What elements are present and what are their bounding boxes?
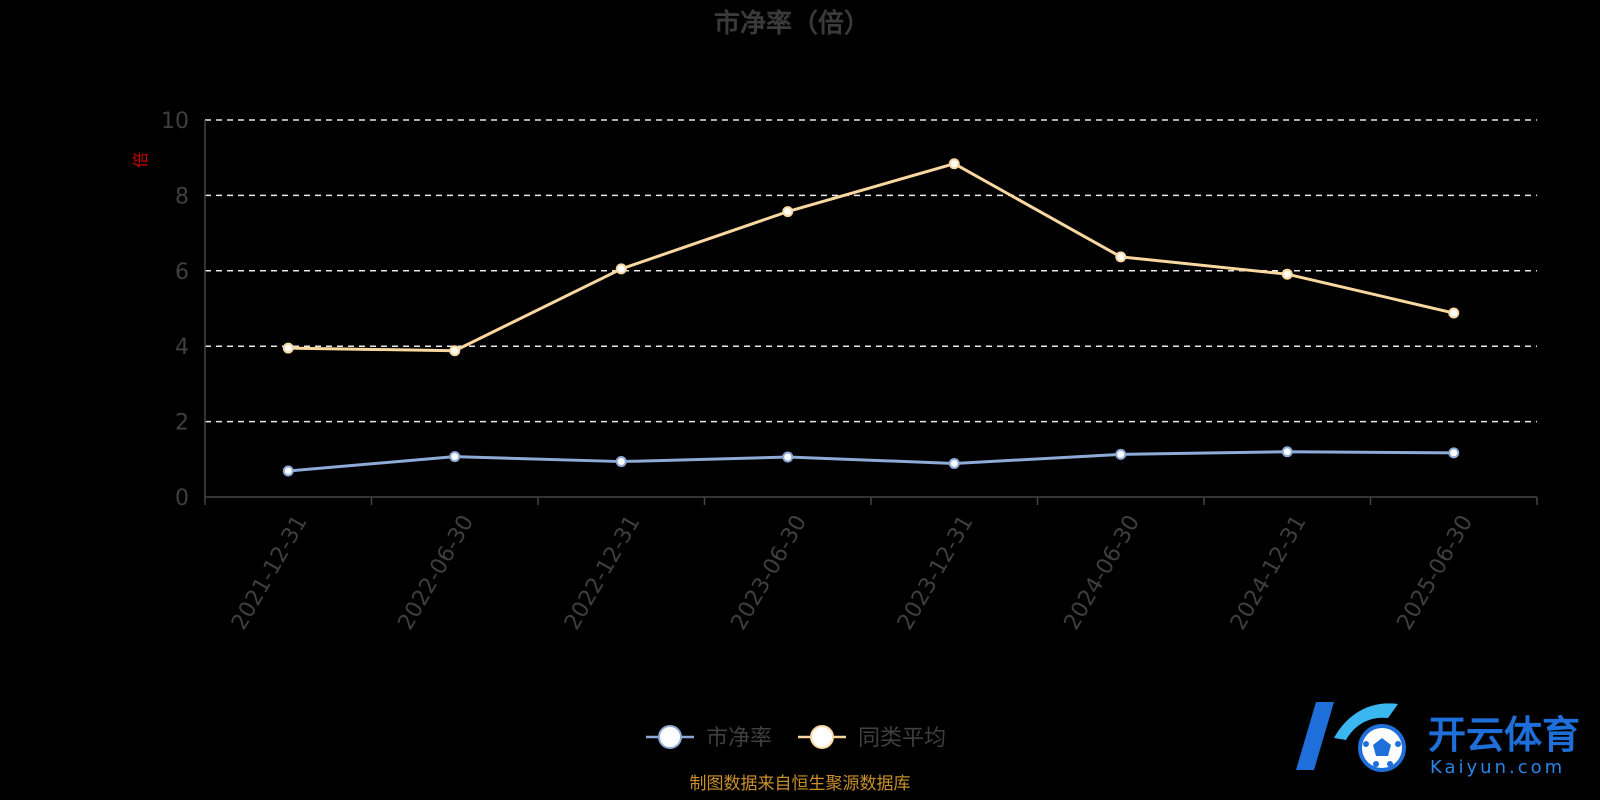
legend-item-1[interactable]: 市净率 [646,725,772,751]
data-point [282,342,294,354]
data-point [782,451,794,463]
data-point [948,158,960,170]
x-tick-label: 2025-06-30 [1393,511,1479,634]
series-line [288,162,1455,353]
data-point [615,456,627,468]
grid-lines [205,119,1537,423]
x-tick-label: 2022-12-31 [560,511,646,634]
x-tick-label: 2021-12-31 [227,511,313,634]
x-tick-label: 2024-06-30 [1060,511,1146,634]
legend-marker [658,725,682,749]
data-point [615,263,627,275]
y-tick-label: 8 [175,184,189,209]
data-point [948,457,960,469]
data-point [1448,447,1460,459]
series-2 [282,158,1460,357]
legend-marker [810,725,834,749]
data-point [1281,446,1293,458]
chart-title: 市净率（倍） [714,8,870,39]
y-tick-label: 2 [175,411,189,436]
series-1 [282,446,1460,477]
y-tick-label: 10 [161,109,189,134]
axes: 0 2 4 6 8 10 2021-12-31 2022-06-30 2022-12-31 202… [161,109,1538,634]
data-point [1281,268,1293,280]
legend[interactable]: 市净率 同类平均 [646,725,946,751]
data-point [449,345,461,357]
watermark-name-cn: 开云体育 [1428,713,1580,757]
data-point [1115,448,1127,460]
x-tick-label: 2023-12-31 [893,511,979,634]
x-tick-label: 2024-12-31 [1226,511,1312,634]
legend-item-2[interactable]: 同类平均 [798,725,946,751]
y-tick-label: 6 [175,260,189,285]
x-tick-label: 2022-06-30 [394,511,480,634]
source-note: 制图数据来自恒生聚源数据库 [690,774,911,794]
data-point [449,451,461,463]
data-point [1448,307,1460,319]
series-lines [282,158,1460,477]
legend-label: 市净率 [706,726,772,751]
kaiyun-logo-icon [1296,702,1406,772]
series-line [288,450,1454,473]
y-tick-label: 0 [175,486,189,511]
y-tick-label: 4 [175,335,189,360]
data-point [782,206,794,218]
data-point [1115,251,1127,263]
legend-label: 同类平均 [858,726,946,751]
x-tick-label: 2023-06-30 [727,511,813,634]
y-axis-label: 倍 [131,152,150,168]
watermark-name-en: Kaiyun.com [1430,757,1565,778]
data-point [282,465,294,477]
watermark-logo: 开云体育 Kaiyun.com [1296,702,1580,778]
